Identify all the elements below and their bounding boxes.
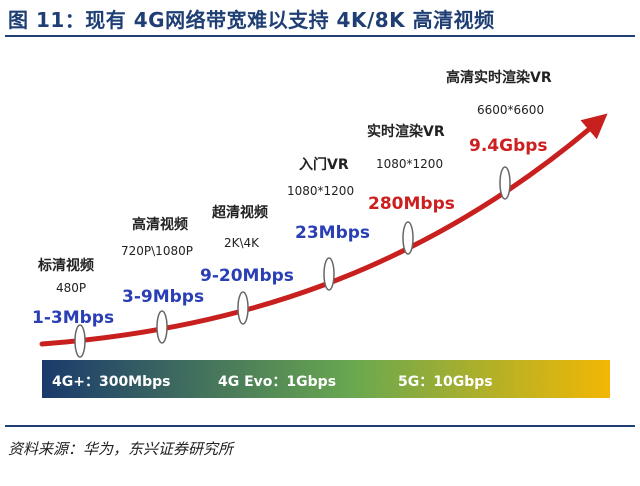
stage-resolution-hd: 720P\1080P: [121, 244, 193, 258]
stage-marker-realtime-vr: [402, 221, 414, 255]
stage-name-hd-realtime-vr: 高清实时渲染VR: [446, 69, 552, 86]
stage-name-sd: 标清视频: [37, 257, 94, 274]
band-label-5g: 5G：10Gbps: [398, 374, 493, 390]
stage-rate-hd-realtime-vr: 9.4Gbps: [469, 136, 548, 156]
stage-rate-realtime-vr: 280Mbps: [368, 194, 455, 214]
band-label-4g-plus: 4G+：300Mbps: [52, 374, 171, 390]
figure-title: 图 11：现有 4G网络带宽难以支持 4K/8K 高清视频: [8, 8, 495, 32]
stage-marker-hd-realtime-vr: [499, 166, 511, 200]
stage-name-uhd: 超清视频: [211, 204, 268, 221]
stage-resolution-uhd: 2K\4K: [224, 236, 260, 250]
source-note: 资料来源：华为，东兴证券研究所: [8, 440, 234, 458]
stage-name-hd: 高清视频: [132, 216, 188, 233]
stage-resolution-entry-vr: 1080*1200: [287, 184, 354, 198]
stage-rate-sd: 1-3Mbps: [32, 308, 114, 328]
stage-resolution-realtime-vr: 1080*1200: [376, 157, 443, 171]
title-rule: [5, 35, 635, 37]
stage-marker-sd: [74, 324, 86, 358]
source-rule: [5, 425, 635, 427]
stage-marker-uhd: [237, 291, 249, 325]
stage-resolution-sd: 480P: [56, 281, 86, 295]
network-band: [42, 360, 610, 398]
stage-rate-entry-vr: 23Mbps: [295, 223, 370, 243]
stage-name-realtime-vr: 实时渲染VR: [367, 123, 445, 140]
stage-marker-entry-vr: [323, 257, 335, 291]
band-label-4g-evo: 4G Evo：1Gbps: [218, 374, 336, 390]
growth-curve-arrow: [39, 113, 608, 347]
stage-rate-uhd: 9-20Mbps: [200, 266, 294, 286]
stage-rate-hd: 3-9Mbps: [122, 287, 204, 307]
bandwidth-diagram: 4G+：300Mbps 4G Evo：1Gbps 5G：10Gbps 标清视频 …: [32, 69, 610, 398]
stage-marker-hd: [156, 310, 168, 344]
stage-resolution-hd-realtime-vr: 6600*6600: [477, 103, 544, 117]
stage-name-entry-vr: 入门VR: [299, 156, 349, 173]
